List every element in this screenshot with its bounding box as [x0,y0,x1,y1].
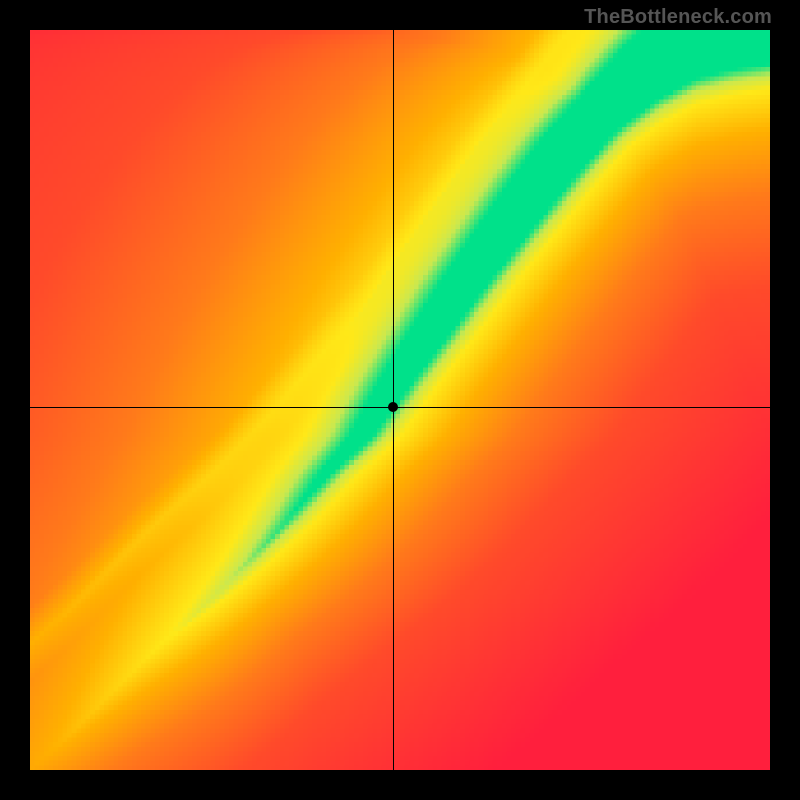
crosshair-marker [388,402,398,412]
watermark-text: TheBottleneck.com [584,6,772,29]
heatmap-plot [30,30,770,770]
crosshair-horizontal [30,407,770,408]
crosshair-vertical [393,30,394,770]
heatmap-canvas [30,30,770,770]
